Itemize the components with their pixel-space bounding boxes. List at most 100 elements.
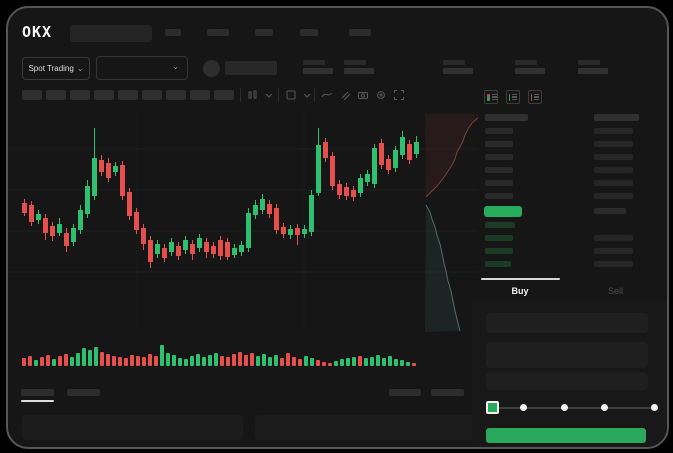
orderbook-view-combined-icon[interactable] (484, 90, 498, 104)
bottom-tab-orders[interactable] (21, 389, 54, 396)
market-type-selector[interactable]: Spot Trading ⌄ (22, 57, 90, 80)
ask-price-placeholder[interactable] (485, 193, 513, 199)
candle-body (246, 213, 251, 248)
candle-body (99, 160, 104, 172)
volume-bar (34, 360, 38, 366)
candle-body (351, 190, 356, 197)
bid-price-placeholder[interactable] (485, 261, 511, 267)
tab-buy[interactable]: Buy (472, 282, 568, 300)
amount-input[interactable] (486, 342, 648, 368)
volume-bar (274, 355, 278, 366)
line-tools-icon[interactable] (320, 88, 334, 102)
candle-body (211, 246, 216, 254)
last-price-badge[interactable] (484, 206, 522, 217)
amount-slider-handle[interactable] (486, 401, 499, 414)
ask-price-placeholder[interactable] (485, 180, 513, 186)
total-input[interactable] (486, 372, 648, 390)
nav-item-placeholder[interactable] (349, 29, 371, 36)
volume-bar (142, 357, 146, 366)
timeframe-button-placeholder[interactable] (214, 90, 234, 100)
volume-bar (106, 354, 110, 366)
compare-icon[interactable] (338, 88, 352, 102)
bid-amount-placeholder (594, 248, 633, 254)
stat-label-placeholder (515, 60, 537, 65)
chevron-down-icon[interactable] (300, 88, 314, 102)
chevron-down-icon[interactable] (262, 88, 276, 102)
pair-name-placeholder (225, 61, 277, 75)
bottom-tab-action-1[interactable] (389, 389, 421, 396)
timeframe-button-placeholder[interactable] (22, 90, 42, 100)
orderbook-view-asks-icon[interactable] (528, 90, 542, 104)
slider-stop-50[interactable] (561, 404, 568, 411)
timeframe-button-placeholder[interactable] (118, 90, 138, 100)
timeframe-button-placeholder[interactable] (70, 90, 90, 100)
volume-bar (376, 355, 380, 366)
ask-price-placeholder[interactable] (485, 154, 513, 160)
candlestick-chart[interactable] (8, 8, 479, 447)
ask-price-placeholder[interactable] (485, 141, 513, 147)
volume-bar (100, 352, 104, 366)
bid-price-placeholder[interactable] (485, 248, 513, 254)
volume-bar (328, 363, 332, 366)
pair-selector[interactable]: ⌄ (96, 56, 188, 80)
timeframe-button-placeholder[interactable] (166, 90, 186, 100)
chart-style-icon[interactable] (284, 88, 298, 102)
volume-bar (310, 358, 314, 366)
volume-bar (178, 358, 182, 366)
fullscreen-icon[interactable] (392, 88, 406, 102)
volume-bar (202, 357, 206, 366)
amount-slider-track[interactable] (492, 407, 656, 409)
volume-bar (364, 358, 368, 366)
volume-bar (82, 348, 86, 366)
candle-body (386, 159, 391, 170)
candle-body (218, 240, 223, 256)
stat-value-placeholder (443, 68, 473, 74)
timeframe-button-placeholder[interactable] (190, 90, 210, 100)
orderbook-view-bids-icon[interactable] (506, 90, 520, 104)
nav-item-placeholder[interactable] (207, 29, 229, 36)
candle-body (155, 244, 160, 254)
toolbar-divider (240, 88, 241, 102)
timeframe-button-placeholder[interactable] (46, 90, 66, 100)
volume-bar (316, 360, 320, 366)
volume-bar (22, 358, 26, 366)
candle-body (400, 137, 405, 155)
candle-body (330, 156, 335, 186)
bottom-tab-action-2[interactable] (431, 389, 464, 396)
timeframe-button-placeholder[interactable] (142, 90, 162, 100)
volume-bar (334, 361, 338, 366)
last-price-amount-placeholder (594, 208, 626, 214)
slider-stop-100[interactable] (651, 404, 658, 411)
candle-body (57, 224, 62, 233)
ask-price-placeholder[interactable] (485, 167, 513, 173)
nav-item-placeholder[interactable] (255, 29, 273, 36)
candle-body (316, 145, 321, 193)
nav-item-placeholder[interactable] (165, 29, 181, 36)
buy-tab-label: Buy (511, 286, 529, 296)
stat-label-placeholder (443, 60, 465, 65)
bid-price-placeholder[interactable] (485, 235, 513, 241)
market-type-label: Spot Trading (28, 64, 74, 73)
price-input[interactable] (486, 313, 648, 333)
ask-amount-placeholder (594, 154, 633, 160)
candle-body (232, 248, 237, 255)
bottom-tab-history[interactable] (67, 389, 100, 396)
stat-label-placeholder (344, 60, 366, 65)
buy-submit-button[interactable] (486, 428, 646, 443)
ask-amount-placeholder (594, 193, 633, 199)
screenshot-icon[interactable] (356, 88, 370, 102)
interval-selector-icon[interactable] (246, 88, 260, 102)
ask-price-placeholder[interactable] (485, 128, 513, 134)
search-input[interactable] (70, 25, 152, 42)
volume-bar (172, 355, 176, 366)
timeframe-button-placeholder[interactable] (94, 90, 114, 100)
chart-settings-icon[interactable] (374, 88, 388, 102)
tab-sell[interactable]: Sell (568, 282, 663, 300)
volume-bar (262, 354, 266, 366)
slider-stop-75[interactable] (601, 404, 608, 411)
slider-stop-25[interactable] (520, 404, 527, 411)
candle-body (379, 143, 384, 165)
nav-item-placeholder[interactable] (300, 29, 318, 36)
bid-price-placeholder[interactable] (485, 222, 515, 228)
candle-body (407, 144, 412, 160)
